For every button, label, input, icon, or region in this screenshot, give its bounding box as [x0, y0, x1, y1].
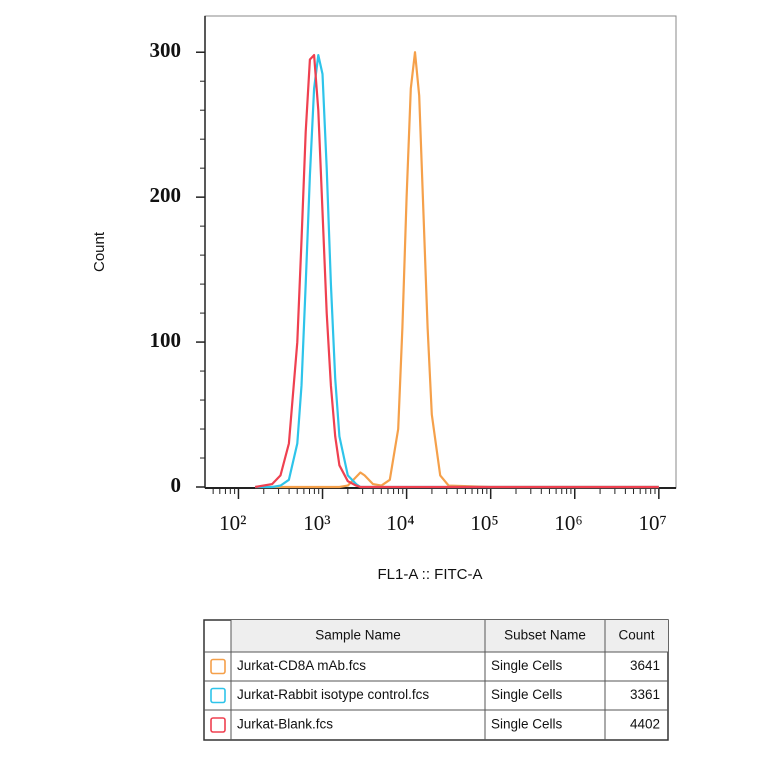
histogram-line [255, 54, 659, 489]
x-axis-label: FL1-A :: FITC-A [377, 566, 482, 583]
histogram-line [255, 54, 659, 489]
legend-count: 3641 [630, 658, 660, 673]
x-tick-label: 10² [219, 511, 246, 535]
legend-entry: Jurkat-Blank.fcs [237, 717, 333, 732]
plot-frame [204, 15, 677, 489]
y-tick-label: 0 [171, 473, 182, 497]
x-tick-label: 10³ [303, 511, 330, 535]
legend-subset: Single Cells [491, 717, 563, 732]
legend-swatch [210, 658, 226, 675]
y-axis-label: Count [91, 231, 108, 272]
x-tick-label: 10⁷ [639, 511, 667, 535]
y-tick-label: 300 [150, 38, 182, 62]
x-tick-label: 10⁶ [554, 511, 582, 535]
legend-count: 4402 [630, 717, 660, 732]
legend-swatch [210, 717, 226, 733]
table-header: Count [618, 628, 654, 643]
y-tick-label: 100 [150, 328, 182, 352]
histogram-line [255, 51, 659, 489]
legend-entry: Jurkat-CD8A mAb.fcs [237, 658, 366, 673]
legend-count: 3361 [630, 687, 660, 702]
table-header-bg [231, 620, 668, 652]
legend-subset: Single Cells [491, 658, 563, 673]
x-tick-label: 10⁴ [386, 511, 414, 535]
table-header: Subset Name [504, 628, 586, 643]
x-tick-label: 10⁵ [470, 511, 498, 535]
legend-swatch [210, 687, 226, 704]
table-header: Sample Name [315, 628, 401, 643]
legend-entry: Jurkat-Rabbit isotype control.fcs [237, 687, 429, 702]
legend-subset: Single Cells [491, 687, 563, 702]
y-tick-label: 200 [150, 183, 182, 207]
